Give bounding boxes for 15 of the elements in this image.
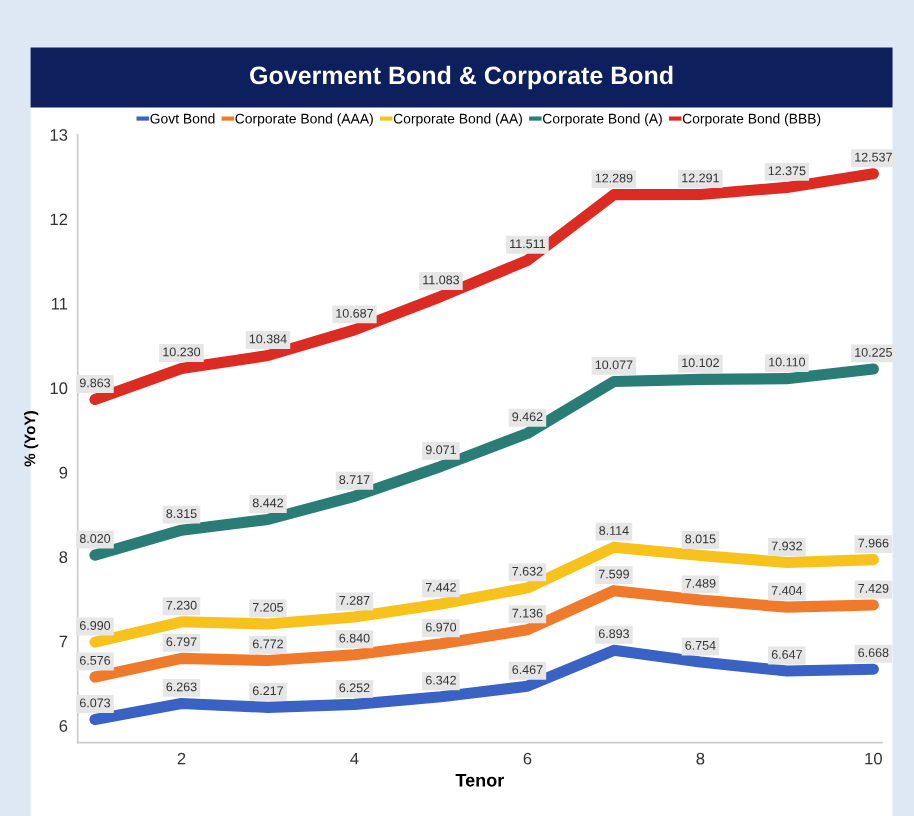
y-tick-label: 8: [59, 551, 68, 564]
y-tick-label: 10: [50, 382, 68, 395]
x-tick-label: 10: [865, 752, 882, 765]
y-tick-label: 12: [50, 213, 68, 226]
x-tick-label: 2: [177, 752, 186, 765]
y-tick-label: 13: [50, 129, 68, 141]
y-tick-label: 11: [51, 298, 68, 310]
x-tick-label: 8: [696, 752, 705, 765]
y-tick-label: 6: [59, 720, 68, 732]
x-tick-label: 4: [350, 752, 359, 765]
chart-title: Goverment Bond & Corporate Bond: [250, 65, 673, 90]
y-tick-label: 7: [59, 635, 68, 648]
x-tick-label: 6: [523, 752, 532, 765]
x-axis-title: Tenor: [455, 774, 504, 787]
y-tick-label: 9: [59, 466, 68, 479]
